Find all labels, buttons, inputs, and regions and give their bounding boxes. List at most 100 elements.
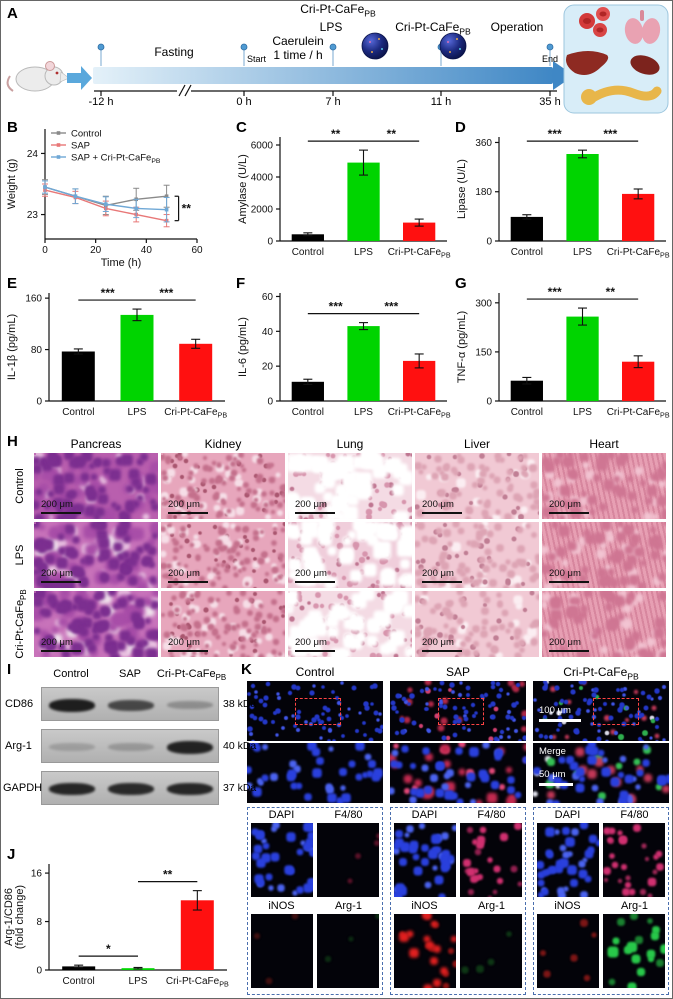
svg-text:LPS: LPS — [354, 247, 373, 258]
scale-bar-label: 200 μm — [295, 568, 327, 579]
channel-label-f480: F4/80 — [477, 809, 506, 821]
panel-label-e: E — [7, 275, 18, 292]
wb-kda-gapdh: 37 kDa — [223, 782, 257, 794]
tissue-texture — [161, 591, 163, 593]
svg-text:LPS: LPS — [129, 976, 148, 987]
tissue-texture — [288, 522, 290, 524]
tissue-texture — [34, 591, 36, 593]
panel-label-j: J — [7, 846, 16, 863]
chart-tnfa: 0 150 300 TNF-α (pg/mL) Control LPS Cri-Pt-CaF… — [453, 275, 672, 429]
if-overview-control — [247, 681, 383, 741]
tissue-texture — [288, 591, 290, 593]
k-grid-sap: DAPI F4/80 iNOS Arg-1 — [390, 807, 526, 995]
svg-text:Cri-Pt-CaFePB: Cri-Pt-CaFePB — [166, 976, 229, 989]
chart-svg: 23 24 0 20 40 60 Weight (g) Time (h) ControlSAPS… — [6, 129, 203, 270]
tissue-texture — [34, 453, 36, 455]
if-treatment-inos — [537, 914, 599, 988]
svg-text:Cri-Pt-CaFePB: Cri-Pt-CaFePB — [607, 407, 670, 420]
tissue-texture — [537, 823, 539, 825]
chart-lipase: 0 180 360 Lipase (U/L) Control LPS Cri-Pt-CaFe… — [453, 119, 672, 269]
tissue-texture — [251, 914, 253, 916]
he-lps-lung: 200 μm — [288, 522, 412, 588]
scale-bar-label: 200 μm — [41, 499, 73, 510]
scale-bar — [168, 649, 208, 652]
svg-text:IL-1β (pg/mL): IL-1β (pg/mL) — [6, 314, 18, 380]
he-treatment-liver: 200 μm — [415, 591, 539, 657]
scale-bar-label: 200 μm — [295, 637, 327, 648]
panel-label-c: C — [236, 119, 247, 136]
tissue-texture — [415, 453, 417, 455]
axis-break-marks — [178, 84, 192, 97]
svg-text:Arg-1/CD86: Arg-1/CD86 — [3, 888, 15, 946]
tissue-texture — [317, 914, 319, 916]
h-col-pancreas: Pancreas — [70, 437, 122, 451]
chart-weight: 23 24 0 20 40 60 Weight (g) Time (h) Control SAP S… — [3, 119, 231, 270]
tissue-texture — [161, 453, 163, 455]
svg-text:Time (h): Time (h) — [101, 257, 142, 269]
tissue-texture — [460, 914, 462, 916]
caerulein-label-line2: 1 time / h — [273, 48, 323, 62]
scale-bar — [41, 649, 81, 652]
svg-text:360: 360 — [475, 138, 492, 149]
wb-kda-arg1: 40 kDa — [223, 740, 257, 752]
zoom-region-box — [438, 698, 484, 725]
svg-text:300: 300 — [475, 298, 492, 309]
panel-label-b: B — [7, 119, 18, 136]
svg-text:SAP + Cri-Pt-CaFePB: SAP + Cri-Pt-CaFePB — [71, 153, 161, 165]
k-grid-control: DAPI F4/80 iNOS Arg-1 — [247, 807, 383, 995]
scale-bar-label: 200 μm — [41, 637, 73, 648]
chart-il6: 0 20 40 60 IL-6 (pg/mL) Control LPS Cri-Pt-CaFe… — [234, 275, 453, 429]
he-control-kidney: 200 μm — [161, 453, 285, 519]
scale-bar — [422, 511, 462, 514]
svg-text:40: 40 — [141, 245, 153, 256]
if-treatment-f480 — [603, 823, 665, 897]
cri-pt-cafe-label-1: Cri-Pt-CaFePB — [300, 2, 376, 19]
h-col-liver: Liver — [463, 437, 490, 451]
svg-text:(fold change): (fold change) — [14, 885, 26, 949]
chart-il1b: 0 80 160 IL-1β (pg/mL) Control LPS Cri-Pt-CaFe… — [3, 275, 231, 429]
wb-band — [167, 740, 213, 754]
tissue-texture — [460, 823, 462, 825]
scale-bar — [539, 719, 581, 722]
svg-text:Lipase (U/L): Lipase (U/L) — [456, 159, 468, 219]
svg-text:***: *** — [548, 127, 562, 141]
caerulein-label-line1: Caerulein — [272, 34, 324, 48]
svg-text:TNF-α (pg/mL): TNF-α (pg/mL) — [456, 311, 468, 383]
wb-lane-sap: SAP — [118, 668, 141, 680]
scale-bar-label: 200 μm — [549, 568, 581, 579]
scale-bar — [295, 649, 335, 652]
svg-text:0: 0 — [486, 397, 492, 408]
he-treatment-lung: 200 μm — [288, 591, 412, 657]
spleen-icon — [630, 55, 660, 75]
svg-text:6000: 6000 — [251, 141, 274, 152]
h-col-kidney: Kidney — [204, 437, 242, 451]
svg-text:Cri-Pt-CaFePB: Cri-Pt-CaFePB — [607, 247, 670, 260]
liver-icon — [566, 51, 609, 75]
merge-label: Merge — [539, 746, 566, 757]
svg-text:Cri-Pt-CaFePB: Cri-Pt-CaFePB — [388, 247, 451, 260]
svg-text:Cri-Pt-CaFePB: Cri-Pt-CaFePB — [164, 407, 227, 420]
wb-lane-control: Control — [53, 668, 89, 680]
svg-text:40: 40 — [262, 327, 274, 338]
tissue-texture — [394, 914, 396, 916]
scale-bar-label: 200 μm — [422, 499, 454, 510]
if-control-arg1 — [317, 914, 379, 988]
wb-blot-gapdh — [41, 771, 219, 805]
tissue-texture — [542, 591, 544, 593]
time-tick: 7 h — [325, 96, 341, 108]
scale-bar-label: 200 μm — [168, 637, 200, 648]
svg-text:Control: Control — [292, 247, 324, 258]
channel-label-dapi: DAPI — [268, 809, 295, 821]
end-label: End — [542, 54, 559, 64]
wb-protein-arg1: Arg-1 — [5, 740, 32, 752]
cri-pt-cafe-label-2: Cri-Pt-CaFePB — [395, 20, 471, 37]
zoom-region-box — [593, 698, 639, 725]
zoom-region-box — [295, 698, 341, 725]
wb-lane-treatment: Cri-Pt-CaFePB — [156, 668, 227, 683]
he-lps-heart: 200 μm — [542, 522, 666, 588]
scale-bar — [549, 511, 589, 514]
svg-text:**: ** — [331, 127, 341, 141]
svg-text:23: 23 — [27, 210, 39, 221]
